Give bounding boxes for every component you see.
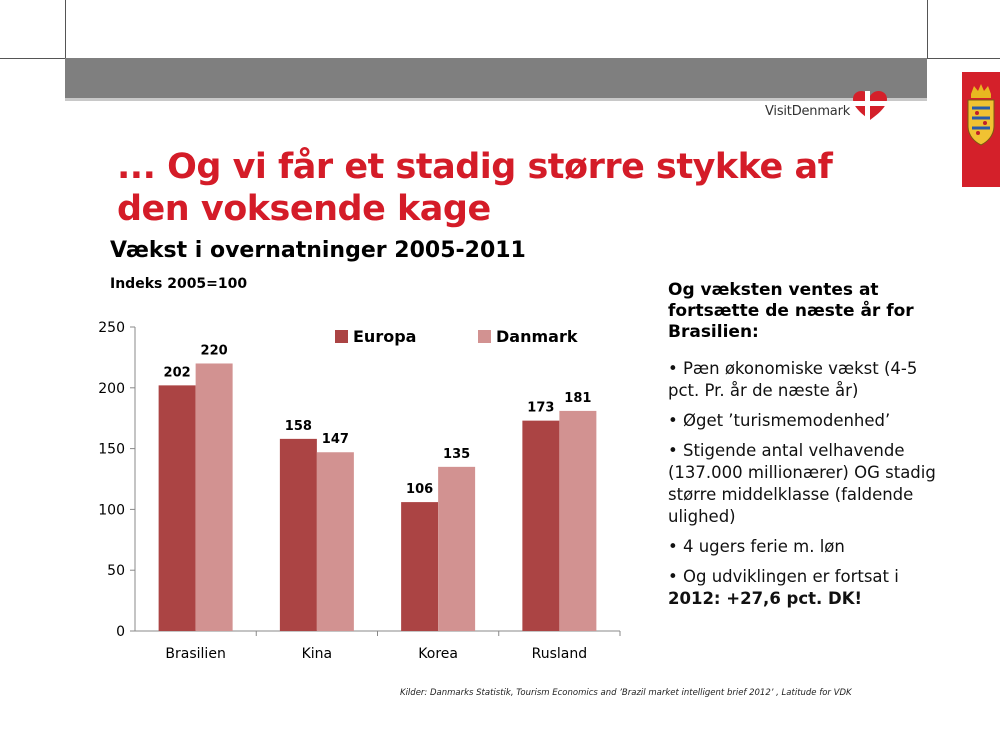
- chart-subtitle: Indeks 2005=100: [110, 276, 248, 292]
- visitdenmark-heart-icon: [853, 91, 887, 120]
- slide-title: ... Og vi får et stadig større stykke af…: [117, 147, 833, 229]
- category-label: Korea: [418, 646, 458, 662]
- bullet-economic-growth: Pæn økonomiske vækst (4-5 pct. Pr. år de…: [668, 358, 938, 402]
- bullet-tourism-maturity: Øget ’turismemodenhed’: [668, 410, 938, 432]
- side-panel-heading: Og væksten ventes at fortsætte de næste …: [668, 280, 914, 342]
- data-label: 202: [164, 365, 191, 380]
- data-label: 106: [406, 482, 433, 497]
- category-label: Kina: [302, 646, 333, 662]
- legend-label: Europa: [353, 327, 416, 346]
- data-label: 158: [285, 419, 312, 434]
- bullet-2012-highlight: 2012: +27,6 pct. DK!: [668, 589, 863, 608]
- side-panel-bullets: Pæn økonomiske vækst (4-5 pct. Pr. år de…: [668, 358, 938, 618]
- bar-europa-brasilien: [158, 385, 196, 631]
- bullet-wealthy-growth: Stigende antal velhavende (137.000 milli…: [668, 440, 938, 528]
- bar-danmark-kina: [316, 452, 354, 631]
- crest-panel: [962, 72, 1000, 187]
- data-label: 147: [322, 432, 349, 447]
- bullet-2012-growth: Og udviklingen er fortsat i 2012: +27,6 …: [668, 566, 938, 610]
- y-tick-label: 50: [107, 563, 125, 579]
- chart-title: Vækst i overnatninger 2005-2011: [110, 238, 526, 263]
- y-tick-label: 150: [98, 442, 125, 458]
- y-tick-label: 200: [98, 381, 125, 397]
- crop-mark-right-vertical: [927, 0, 928, 58]
- crop-mark-left-vertical: [65, 0, 66, 58]
- crop-mark-right: [927, 58, 1000, 59]
- legend-swatch-europa: [335, 330, 348, 343]
- y-tick-label: 100: [98, 502, 125, 518]
- visitdenmark-logo-text: VisitDenmark: [765, 104, 851, 119]
- category-label: Brasilien: [165, 646, 225, 662]
- data-label: 181: [564, 391, 591, 406]
- bar-danmark-brasilien: [195, 363, 233, 631]
- data-label: 135: [443, 447, 470, 462]
- category-label: Rusland: [532, 646, 588, 662]
- bar-europa-kina: [279, 438, 317, 631]
- crop-mark-left: [0, 58, 65, 59]
- bar-europa-korea: [401, 502, 439, 631]
- bar-chart: 0 50 100 150 200 250 202 220 Brasilien 158 147 Kina…: [98, 320, 621, 662]
- legend-swatch-danmark: [478, 330, 491, 343]
- legend-label: Danmark: [496, 327, 578, 346]
- y-tick-label: 0: [116, 624, 125, 640]
- bullet-2012-prefix: Og udviklingen er fortsat i: [682, 567, 899, 586]
- header-bar: [65, 58, 927, 98]
- bar-europa-rusland: [522, 420, 560, 631]
- data-label: 173: [527, 401, 554, 416]
- bar-danmark-rusland: [559, 410, 597, 631]
- data-label: 220: [201, 343, 228, 358]
- bar-danmark-korea: [438, 466, 476, 631]
- bullet-vacation: 4 ugers ferie m. løn: [668, 536, 938, 558]
- y-tick-label: 250: [98, 320, 125, 336]
- royal-crest-icon: [967, 84, 995, 146]
- header-shadow: [65, 98, 927, 101]
- source-note: Kilder: Danmarks Statistik, Tourism Econ…: [400, 688, 852, 698]
